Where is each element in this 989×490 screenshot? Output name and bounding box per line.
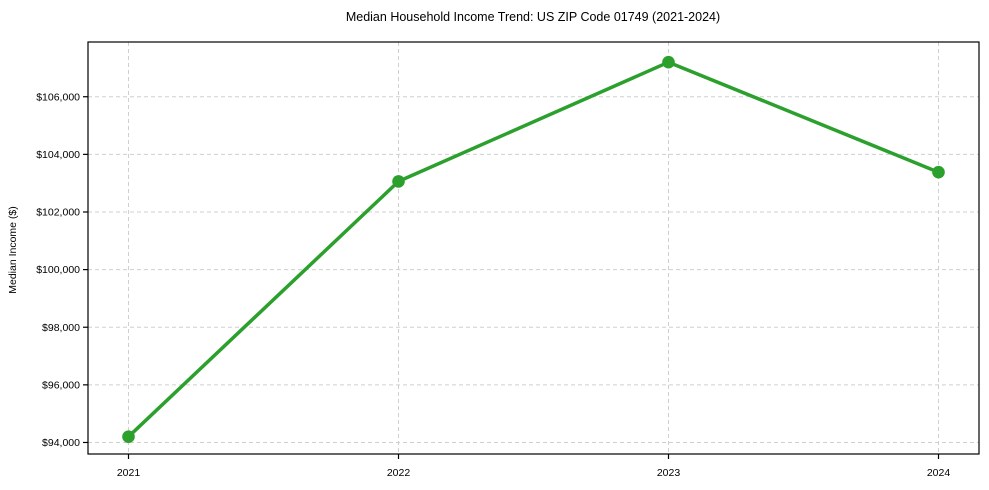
y-tick-label: $104,000 (36, 149, 80, 161)
gridlines (88, 42, 979, 454)
y-axis-label: Median Income ($) (7, 206, 19, 294)
y-tick-label: $102,000 (36, 207, 80, 219)
data-point-marker (662, 55, 675, 69)
y-tick-label: $100,000 (36, 264, 80, 276)
data-series (122, 55, 945, 444)
y-tick-label: $94,000 (42, 437, 80, 449)
x-tick-label: 2021 (117, 467, 141, 479)
x-tick-label: 2023 (657, 467, 681, 479)
data-point-marker (122, 430, 135, 444)
tick-labels: $94,000 $96,000 $98,000 $100,000 $102,000 $10… (36, 91, 950, 479)
plot-border (87, 41, 980, 455)
y-tick-label: $106,000 (36, 91, 80, 103)
trend-line (126, 60, 941, 439)
y-tick-label: $96,000 (42, 379, 80, 391)
x-tick-label: 2022 (387, 467, 411, 479)
y-tick-label: $98,000 (42, 322, 80, 334)
chart-title: Median Household Income Trend: US ZIP Co… (346, 10, 720, 24)
axis-ticks (83, 96, 940, 459)
data-point-marker (392, 175, 405, 188)
x-tick-label: 2024 (927, 467, 951, 479)
data-point-marker (932, 165, 945, 179)
